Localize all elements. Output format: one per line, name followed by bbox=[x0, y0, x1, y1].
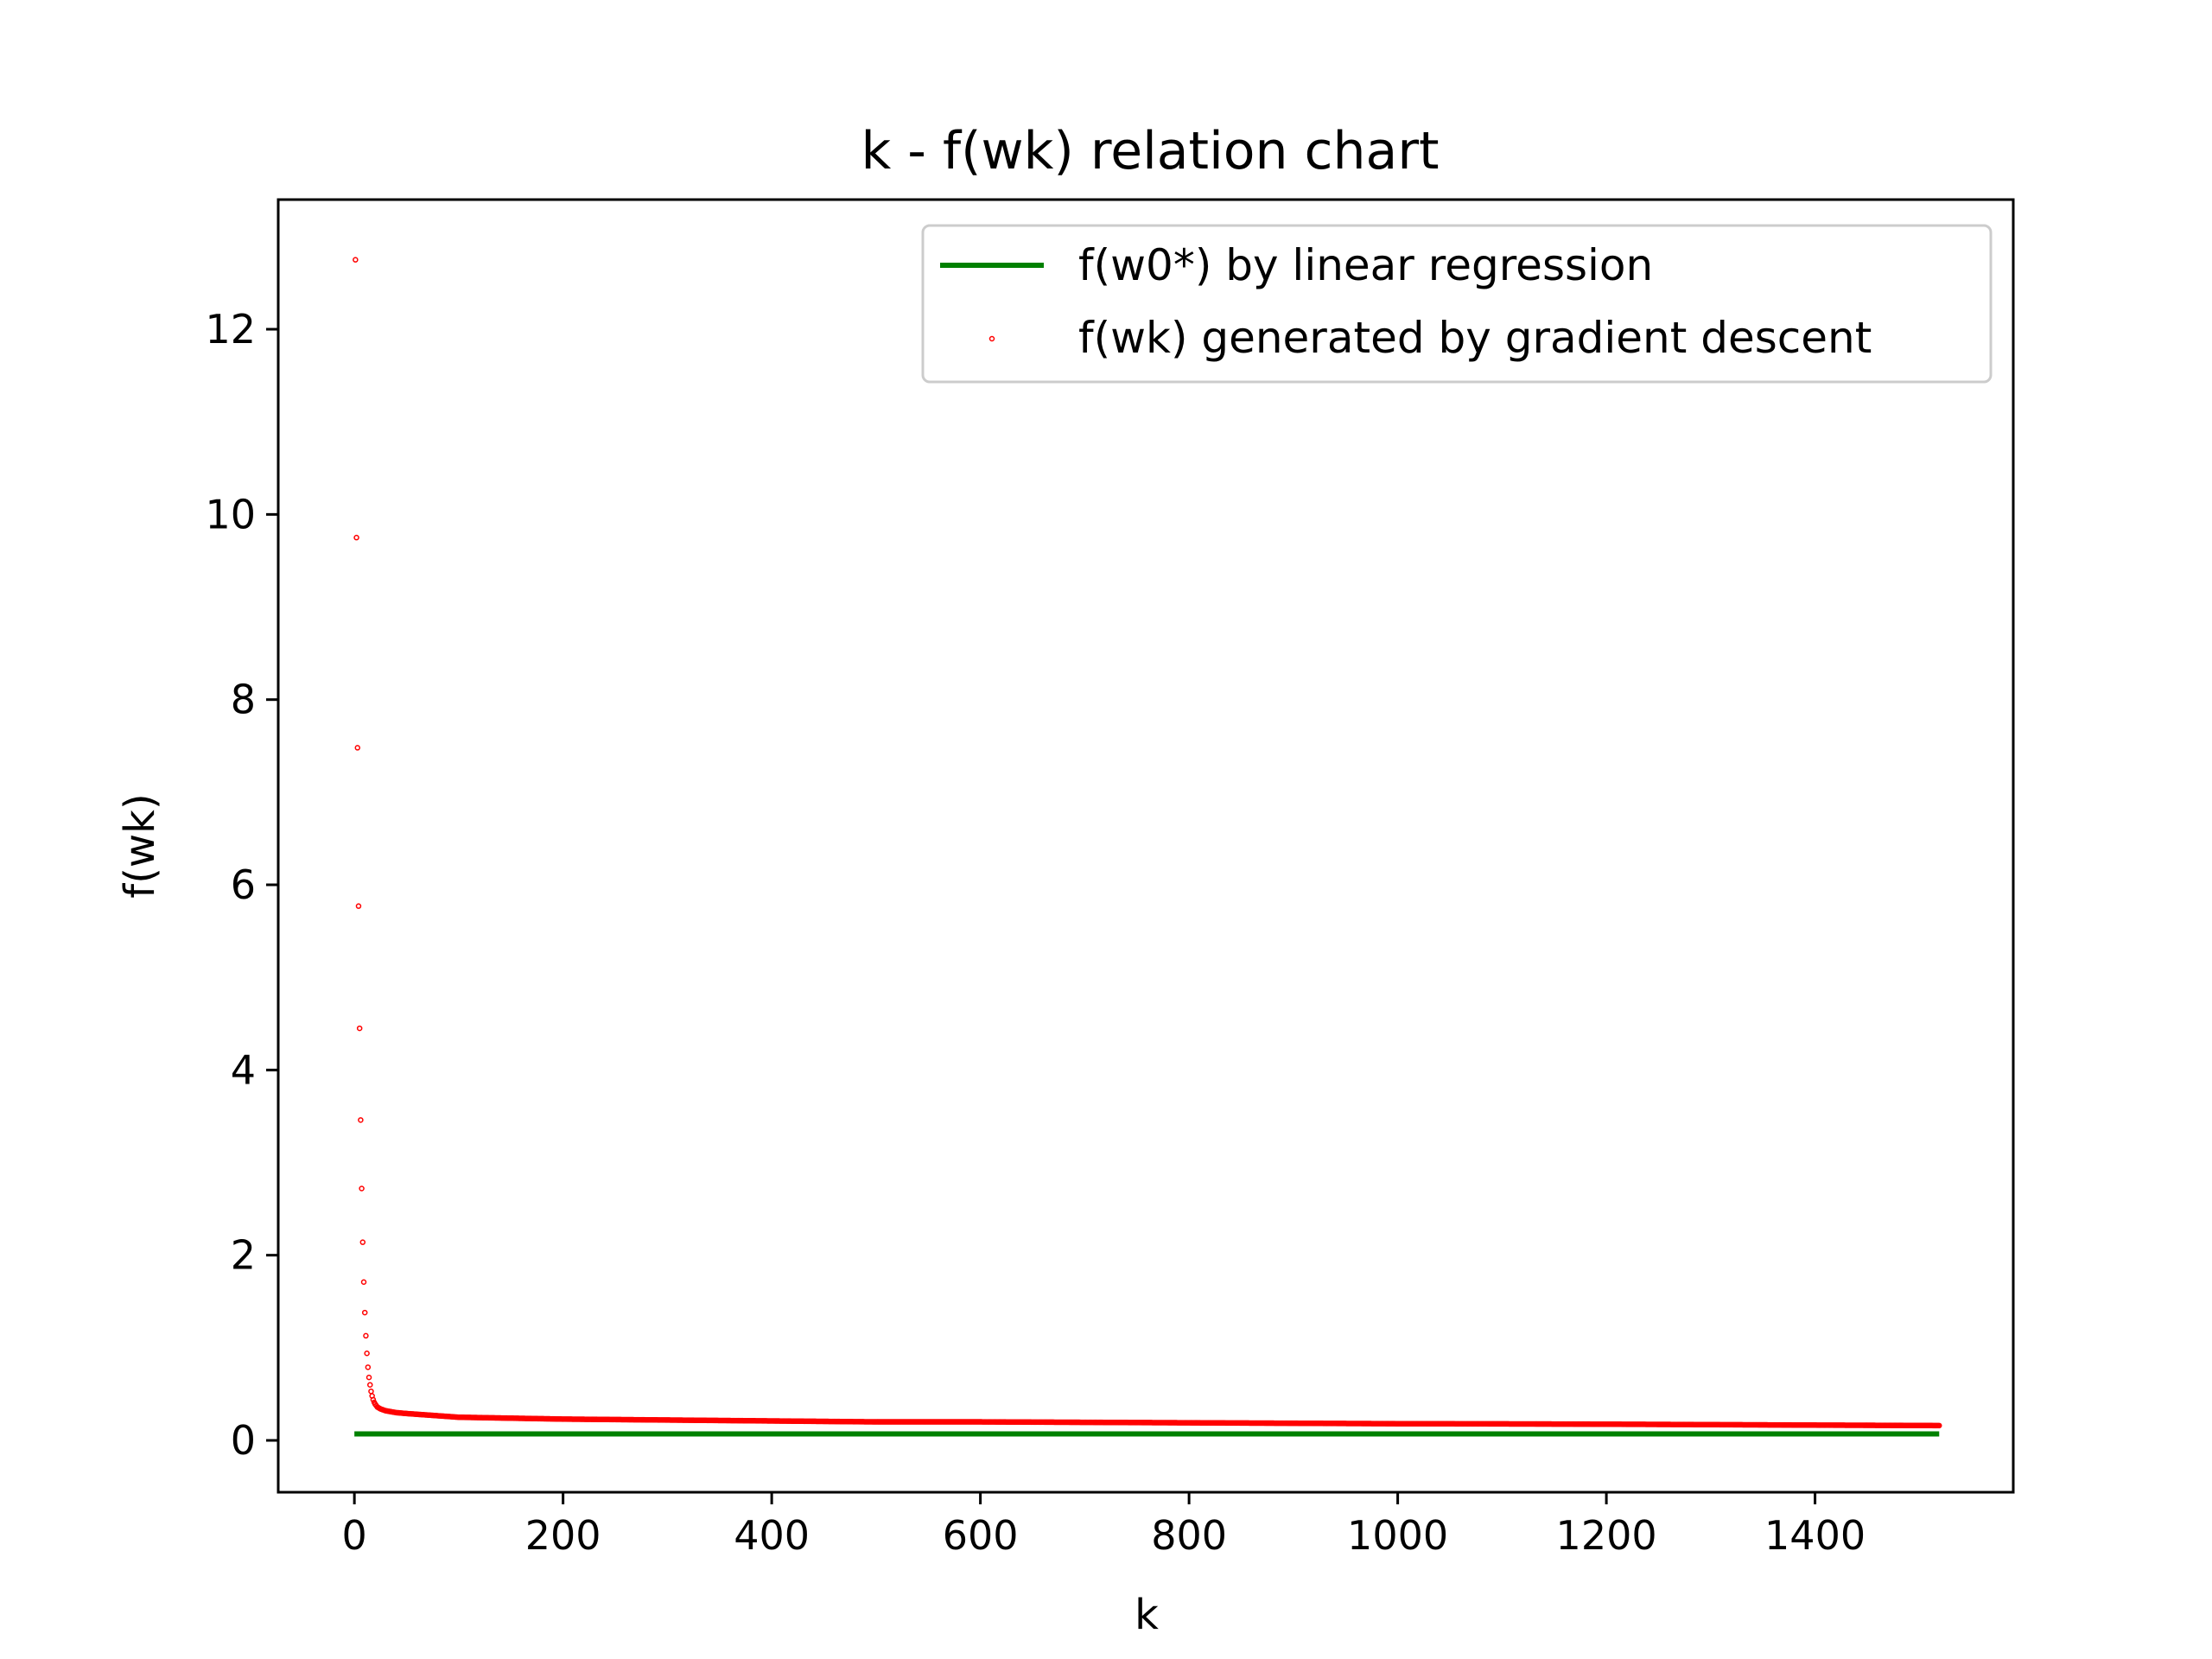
y-axis-label: f(wk) bbox=[116, 793, 164, 898]
x-tick-label: 1000 bbox=[1347, 1512, 1448, 1559]
x-axis: 0 200 400 600 800 1000 1200 1400 bbox=[342, 1492, 1866, 1559]
x-tick-label: 1200 bbox=[1556, 1512, 1657, 1559]
legend-label-linear-regression: f(w0*) by linear regression bbox=[1078, 240, 1653, 290]
legend: f(w0*) by linear regression f(wk) genera… bbox=[921, 224, 1993, 384]
y-tick-label: 0 bbox=[231, 1417, 256, 1464]
data-point bbox=[353, 257, 359, 263]
x-tick-label: 1400 bbox=[1764, 1512, 1866, 1559]
y-tick-label: 8 bbox=[231, 677, 256, 723]
data-point bbox=[363, 1332, 369, 1339]
data-point bbox=[361, 1309, 368, 1316]
plot-area bbox=[353, 257, 1942, 1437]
x-tick-label: 400 bbox=[734, 1512, 810, 1559]
legend-point-swatch bbox=[988, 335, 995, 342]
data-point bbox=[365, 1364, 372, 1370]
data-point bbox=[359, 1239, 366, 1245]
series-gradient-descent bbox=[353, 257, 1942, 1429]
data-point bbox=[365, 1374, 372, 1381]
data-point bbox=[364, 1351, 370, 1357]
x-tick-label: 600 bbox=[943, 1512, 1019, 1559]
data-point bbox=[353, 534, 359, 541]
y-tick-label: 12 bbox=[205, 306, 256, 353]
y-tick-label: 6 bbox=[231, 861, 256, 908]
data-point bbox=[368, 1388, 374, 1395]
x-axis-label: k bbox=[1135, 1591, 1159, 1639]
x-tick-label: 200 bbox=[525, 1512, 601, 1559]
chart-title: k - f(wk) relation chart bbox=[861, 121, 1439, 181]
data-point bbox=[367, 1382, 373, 1388]
data-point bbox=[358, 1116, 364, 1123]
data-point bbox=[1936, 1422, 1942, 1429]
plot-frame bbox=[276, 198, 2015, 1494]
legend-box bbox=[921, 224, 1993, 384]
data-point bbox=[354, 745, 361, 751]
data-point bbox=[356, 1025, 363, 1032]
legend-label-gradient-descent: f(wk) generated by gradient descent bbox=[1078, 313, 1872, 363]
y-axis: 0 2 4 6 8 10 12 bbox=[205, 306, 278, 1464]
x-tick-label: 800 bbox=[1151, 1512, 1227, 1559]
x-tick-label: 0 bbox=[342, 1512, 367, 1559]
data-point bbox=[359, 1185, 365, 1192]
y-tick-label: 10 bbox=[205, 491, 256, 537]
y-tick-label: 2 bbox=[231, 1232, 256, 1279]
data-point bbox=[370, 1396, 377, 1403]
data-point bbox=[355, 903, 362, 909]
y-tick-label: 4 bbox=[231, 1046, 256, 1093]
data-point bbox=[360, 1279, 367, 1285]
